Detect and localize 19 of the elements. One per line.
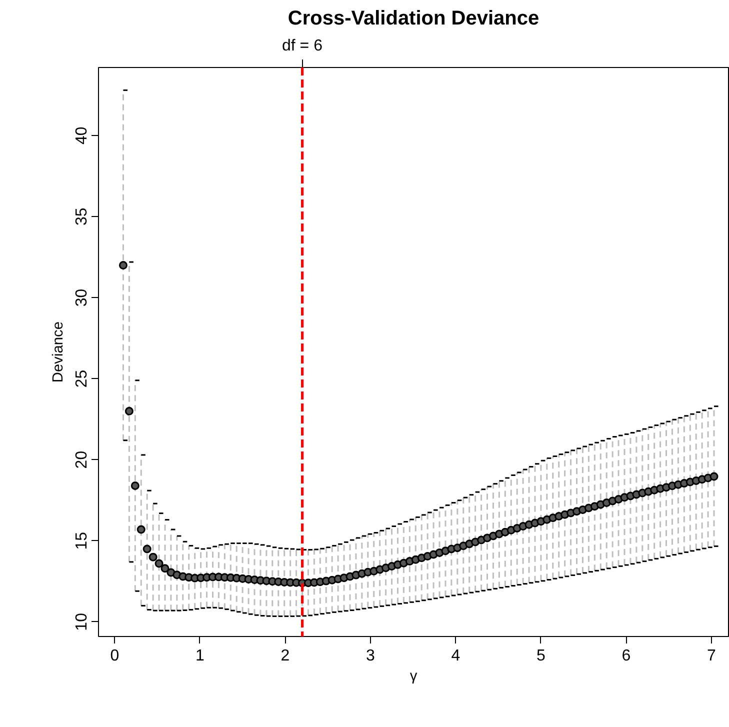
x-tick-label: 0 <box>110 648 120 664</box>
x-tick-label: 2 <box>280 648 290 664</box>
annotation: df = 6 <box>282 38 323 54</box>
x-tick-label: 4 <box>451 648 460 664</box>
x-tick-label: 5 <box>536 648 546 664</box>
x-tick-label: 7 <box>707 648 716 664</box>
x-axis-title: γ <box>410 668 418 684</box>
y-tick-label: 40 <box>74 126 90 144</box>
x-tick-label: 1 <box>196 648 204 664</box>
y-tick-label: 30 <box>74 288 90 307</box>
y-tick-label: 35 <box>74 208 90 226</box>
chart-title: Cross-Validation Deviance <box>288 8 540 30</box>
x-tick-label: 6 <box>622 648 631 664</box>
y-tick-label: 20 <box>74 450 90 469</box>
y-axis-title: Deviance <box>50 321 66 383</box>
y-tick-label: 15 <box>74 532 90 550</box>
y-tick-label: 10 <box>74 612 90 631</box>
x-tick-label: 3 <box>366 648 375 664</box>
y-tick-label: 25 <box>74 370 90 388</box>
